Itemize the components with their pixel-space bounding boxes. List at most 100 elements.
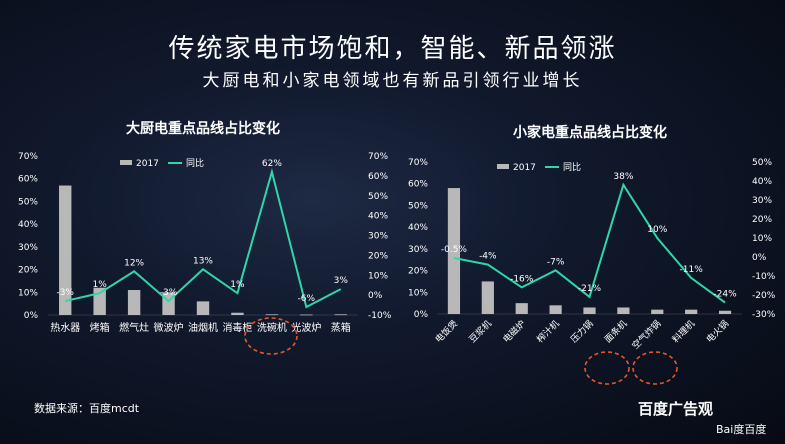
- data-label: 1%: [93, 280, 108, 290]
- right-axis-tick: 20%: [752, 215, 772, 225]
- right-axis-tick: -30%: [752, 310, 776, 320]
- bar: [300, 314, 313, 316]
- right-axis-tick: -10%: [368, 311, 392, 321]
- right-axis-tick: 40%: [368, 212, 388, 222]
- left-axis-tick: 50%: [408, 201, 428, 211]
- category-label: 洗碗机: [257, 321, 287, 334]
- category-label: 压力锅: [568, 318, 596, 346]
- category-label: 蒸箱: [331, 321, 351, 334]
- bar: [196, 301, 210, 315]
- right-axis-tick: 10%: [752, 234, 772, 244]
- bar: [334, 314, 347, 316]
- left-axis-tick: 40%: [408, 223, 428, 233]
- right-axis-tick: 0%: [368, 291, 383, 301]
- left-axis-tick: 60%: [408, 180, 428, 190]
- left-axis-tick: 40%: [18, 220, 38, 230]
- left-axis-tick: 50%: [18, 197, 38, 207]
- legend-bar-label: 2017: [513, 163, 536, 173]
- bar: [549, 305, 562, 314]
- highlight-circle: [584, 351, 630, 385]
- left-axis-tick: 30%: [408, 245, 428, 255]
- bar: [447, 188, 461, 314]
- data-label: -21%: [578, 284, 602, 294]
- data-label: -3%: [160, 288, 178, 298]
- category-label: 油烟机: [188, 321, 218, 334]
- legend-line-label: 同比: [563, 161, 581, 173]
- category-label: 电饭煲: [432, 318, 460, 346]
- data-label: -3%: [56, 288, 74, 298]
- bar: [231, 312, 244, 315]
- left-axis-tick: 30%: [18, 243, 38, 253]
- category-label: 热水器: [50, 321, 80, 334]
- right-axis-tick: 0%: [752, 253, 767, 263]
- data-label: -4%: [479, 252, 497, 262]
- right-axis-tick: 30%: [368, 232, 388, 242]
- data-label: -0.5%: [441, 245, 468, 255]
- category-label: 电火锅: [704, 318, 732, 346]
- bar: [651, 309, 664, 314]
- category-label: 豆浆机: [466, 318, 494, 346]
- left-axis-tick: 10%: [18, 288, 38, 298]
- bar: [583, 307, 596, 314]
- data-label: 1%: [230, 280, 245, 290]
- data-label: 38%: [613, 172, 633, 182]
- data-source: 数据来源：百度mcdt: [34, 402, 140, 415]
- logo-text: 百度广告观: [638, 400, 714, 418]
- right-axis-tick: 50%: [752, 158, 772, 168]
- legend-bar-label: 2017: [136, 159, 159, 169]
- legend-line-label: 同比: [186, 157, 204, 169]
- category-label: 烤箱: [90, 321, 110, 334]
- right-axis-tick: 60%: [368, 172, 388, 182]
- left-axis-tick: 20%: [408, 267, 428, 277]
- data-label: 13%: [193, 256, 213, 266]
- page-title: 传统家电市场饱和，智能、新品领涨: [168, 34, 617, 64]
- left-axis-tick: 70%: [18, 152, 38, 162]
- data-label: 62%: [262, 159, 282, 169]
- category-label: 电磁炉: [500, 318, 528, 346]
- left-axis-tick: 60%: [18, 175, 38, 185]
- chart-title: 大厨电重点品线占比变化: [126, 120, 280, 137]
- highlight-circle: [632, 351, 678, 385]
- bar: [265, 314, 279, 316]
- right-axis-tick: -10%: [752, 272, 776, 282]
- category-label: 料理机: [670, 318, 698, 346]
- legend-bar-swatch: [120, 160, 132, 165]
- left-axis-tick: 10%: [408, 288, 428, 298]
- category-label: 榨汁机: [534, 318, 562, 346]
- category-label: 燃气灶: [119, 321, 149, 334]
- left-axis-tick: 0%: [24, 311, 39, 321]
- left-axis-tick: 20%: [18, 266, 38, 276]
- right-axis-tick: 30%: [752, 196, 772, 206]
- bar: [617, 307, 630, 314]
- right-axis-tick: 20%: [368, 251, 388, 261]
- right-axis-tick: 10%: [368, 271, 388, 281]
- data-label: -11%: [680, 265, 704, 275]
- data-label: -16%: [510, 274, 534, 284]
- bar: [127, 290, 141, 315]
- category-label: 光波炉: [291, 321, 321, 334]
- chart-title: 小家电重点品线占比变化: [513, 124, 667, 141]
- line-series: [64, 168, 342, 309]
- bar: [93, 287, 106, 315]
- right-axis-tick: -20%: [752, 291, 776, 301]
- page-subtitle: 大厨电和小家电领域也有新品引领行业增长: [202, 71, 583, 91]
- data-label: 3%: [334, 276, 349, 286]
- data-label: 12%: [124, 258, 144, 268]
- right-axis-tick: 40%: [752, 177, 772, 187]
- left-axis-tick: 70%: [408, 158, 428, 168]
- category-label: 空气炸锅: [629, 318, 663, 352]
- left-axis-tick: 0%: [414, 310, 429, 320]
- category-label: 面条机: [602, 318, 630, 346]
- bar: [685, 309, 698, 314]
- bar: [481, 281, 494, 314]
- data-label: -7%: [547, 257, 565, 267]
- bar: [59, 185, 72, 315]
- data-label: -6%: [298, 294, 316, 304]
- category-label: 微波炉: [154, 321, 184, 334]
- category-label: 消毒柜: [222, 321, 252, 334]
- legend-bar-swatch: [497, 164, 509, 169]
- line-series: [453, 182, 726, 304]
- data-label: 10%: [647, 225, 667, 235]
